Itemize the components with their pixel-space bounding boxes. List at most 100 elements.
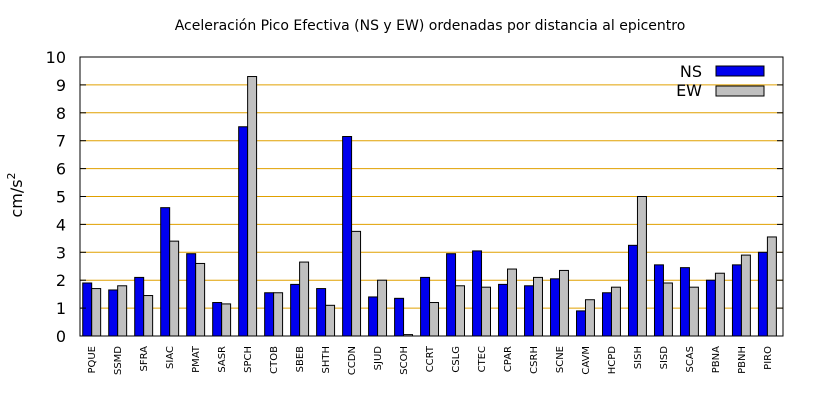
bar-ew-ccrt	[429, 302, 440, 337]
x-tick-label: HCPD	[607, 346, 618, 375]
y-tick-label: 9	[56, 76, 66, 95]
x-tick-label: SISH	[633, 346, 644, 369]
bars	[82, 76, 777, 337]
y-tick-label: 6	[56, 160, 66, 179]
x-tick-label: SJUD	[373, 346, 384, 371]
y-tick-label: 0	[56, 327, 66, 346]
x-tick-label: SIAC	[165, 346, 176, 369]
bar-ns-sfra	[134, 276, 145, 337]
x-tick-label: SASR	[217, 346, 228, 373]
bar-ns-ccrt	[420, 276, 431, 337]
chart-title: Aceleración Pico Efectiva (NS y EW) orde…	[175, 18, 686, 34]
x-tick-label: PMAT	[191, 345, 202, 373]
x-tick-label: SBEB	[295, 346, 306, 373]
bar-ew-csrh	[533, 276, 543, 337]
bar-ew-pbna	[714, 272, 725, 337]
x-tick-label: SCOH	[399, 346, 410, 375]
bar-ew-pmat	[195, 262, 206, 337]
bar-ns-cpar	[498, 283, 509, 337]
bar-ew-sfra	[143, 295, 154, 337]
bar-ns-hcpd	[602, 292, 612, 337]
y-tick-label: 2	[56, 271, 66, 290]
bar-ns-shth	[316, 288, 327, 337]
bar-ew-cslg	[455, 285, 466, 337]
bar-ew-siac	[169, 240, 180, 337]
bar-ns-pbnh	[731, 264, 742, 337]
bar-ew-sjud	[377, 279, 388, 337]
bar-ew-cavm	[584, 299, 595, 337]
bar-ns-scne	[550, 278, 560, 337]
legend: NS EW	[676, 62, 765, 100]
y-tick-label: 4	[56, 215, 66, 234]
x-tick-label: CPAR	[503, 346, 514, 372]
bar-ns-ccdn	[342, 136, 353, 337]
x-tick-label: CTEC	[477, 346, 488, 372]
x-tick-label: SPCH	[243, 346, 254, 373]
bar-ns-sisd	[653, 264, 664, 337]
y-tick-label: 5	[56, 188, 66, 207]
bar-ew-sish	[636, 196, 647, 337]
bar-ns-csrh	[524, 285, 535, 337]
x-tick-label: PBNH	[737, 346, 748, 374]
legend-label-ew: EW	[676, 81, 702, 100]
x-tick-label: CSLG	[451, 346, 462, 373]
bar-ns-siac	[160, 207, 171, 337]
x-tick-label: SCAS	[685, 346, 696, 373]
y-axis-label-base: cm/s	[7, 179, 26, 217]
bar-ew-ctob	[273, 292, 284, 337]
x-tick-label: SCNE	[555, 346, 566, 373]
y-tick-label: 8	[56, 104, 66, 123]
bar-ns-scas	[679, 267, 690, 337]
bar-ns-spch	[238, 126, 249, 337]
bar-ew-ctec	[481, 286, 491, 337]
y-axis-label-exponent: 2	[5, 172, 18, 179]
bar-ew-piro	[766, 236, 777, 337]
bar-ew-pque	[91, 288, 102, 337]
legend-swatch-ew	[715, 85, 765, 97]
bar-ns-scoh	[394, 297, 405, 337]
bar-ew-shth	[325, 304, 336, 337]
legend-swatch-ns	[715, 65, 765, 77]
x-tick-label: PIRO	[763, 346, 774, 370]
bar-ew-scne	[558, 269, 569, 337]
x-tick-label: SISD	[659, 346, 670, 370]
bar-ns-ctob	[264, 292, 275, 337]
bar-ns-sish	[627, 244, 638, 337]
bar-ns-piro	[757, 251, 768, 337]
bar-ns-pque	[82, 282, 93, 337]
y-tick-label: 1	[56, 299, 66, 318]
x-axis-ticks: PQUE SSMD SFRA SIAC PMAT SASR SPCH CTOB SBEB SHTH…	[87, 345, 774, 375]
bar-ns-pmat	[186, 253, 197, 337]
bar-ns-ctec	[472, 250, 483, 337]
bar-ew-pbnh	[740, 254, 751, 337]
bar-ew-scas	[688, 286, 699, 337]
bar-ew-spch	[247, 76, 258, 337]
bar-ns-sjud	[368, 296, 379, 337]
bar-ns-ssmd	[108, 289, 119, 337]
x-tick-label: CTOB	[269, 346, 280, 374]
x-tick-label: CCDN	[347, 346, 358, 375]
x-tick-label: SSMD	[113, 346, 124, 375]
bar-ns-sasr	[212, 302, 223, 337]
x-tick-label: CAVM	[581, 346, 592, 375]
bar-ew-cpar	[507, 268, 517, 337]
x-tick-label: PBNA	[711, 346, 722, 373]
bar-ns-sbeb	[290, 283, 301, 337]
x-tick-label: CSRH	[529, 346, 540, 374]
bar-ns-pbna	[705, 279, 716, 337]
bar-ew-ccdn	[351, 230, 362, 337]
x-tick-label: SHTH	[321, 346, 332, 374]
bar-ew-sisd	[662, 282, 673, 337]
x-tick-label: PQUE	[87, 346, 98, 374]
grid-lines	[80, 84, 783, 309]
bar-ns-cavm	[576, 310, 586, 337]
y-axis-label: cm/s2	[5, 172, 26, 217]
y-axis-ticks: 0 1 2 3 4 5 6 7 8 9 10	[46, 48, 783, 346]
bar-ew-sbeb	[299, 261, 310, 337]
legend-label-ns: NS	[680, 62, 702, 81]
x-tick-label: SFRA	[139, 346, 150, 372]
y-tick-label: 7	[56, 132, 66, 151]
y-tick-label: 10	[46, 48, 66, 67]
y-tick-label: 3	[56, 243, 66, 262]
x-tick-label: CCRT	[425, 345, 436, 372]
